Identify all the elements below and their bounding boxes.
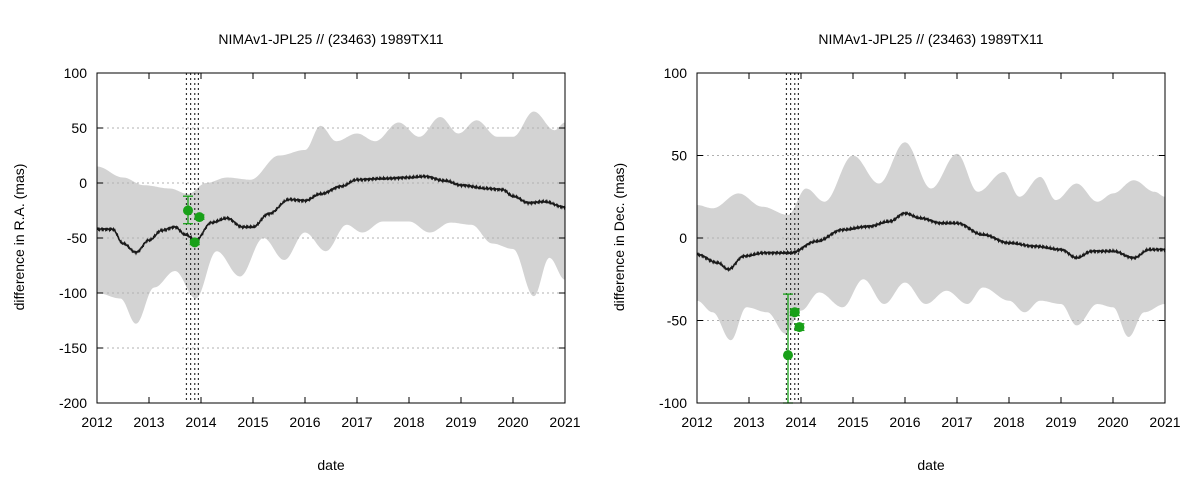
x-tick-label: 2021 [549,414,580,430]
x-tick-label: 2016 [289,414,320,430]
uncertainty-band [697,142,1165,341]
mean-difference-line [696,211,1166,272]
x-tick-label: 2014 [785,414,816,430]
x-tick-label: 2020 [1097,414,1128,430]
y-tick-label: -100 [59,285,87,301]
observation-point [789,307,800,318]
x-tick-label: 2021 [1149,414,1180,430]
x-tick-label: 2015 [837,414,868,430]
y-tick-label: -150 [59,340,87,356]
x-tick-label: 2014 [185,414,216,430]
y-tick-label: -50 [667,313,687,329]
x-axis-label: date [317,457,344,473]
observation-point [794,322,805,333]
x-axis-label: date [917,457,944,473]
x-tick-label: 2017 [941,414,972,430]
y-tick-label: 0 [79,175,87,191]
x-tick-label: 2013 [733,414,764,430]
y-tick-label: -200 [59,395,87,411]
x-tick-label: 2016 [889,414,920,430]
chart-title: NIMAv1-JPL25 // (23463) 1989TX11 [218,31,443,47]
y-tick-label: -50 [67,230,87,246]
y-tick-label: 50 [671,148,687,164]
x-tick-label: 2015 [237,414,268,430]
y-tick-label: 50 [71,120,87,136]
x-tick-label: 2013 [133,414,164,430]
x-tick-label: 2017 [341,414,372,430]
chart-title: NIMAv1-JPL25 // (23463) 1989TX11 [818,31,1043,47]
observation-point [183,205,193,216]
x-tick-label: 2018 [993,414,1024,430]
x-tick-label: 2020 [497,414,528,430]
x-tick-label: 2019 [1045,414,1076,430]
x-tick-label: 2012 [681,414,712,430]
y-axis-label: difference in R.A. (mas) [11,164,27,311]
uncertainty-band [97,111,565,324]
dec-difference-chart: NIMAv1-JPL25 // (23463) 1989TX11 2012 201… [611,31,1181,473]
y-tick-label: 0 [679,230,687,246]
y-tick-label: -100 [659,395,687,411]
y-tick-label: 100 [64,65,88,81]
observation-point [189,237,200,248]
observation-point [194,212,205,223]
y-axis-label: difference in Dec. (mas) [611,163,627,311]
x-tick-label: 2018 [393,414,424,430]
mean-difference-line [96,173,566,256]
x-tick-label: 2019 [445,414,476,430]
x-tick-label: 2012 [81,414,112,430]
ra-difference-chart: NIMAv1-JPL25 // (23463) 1989TX11 2012 201… [11,31,581,473]
y-tick-label: 100 [664,65,688,81]
observation-point [783,350,793,361]
